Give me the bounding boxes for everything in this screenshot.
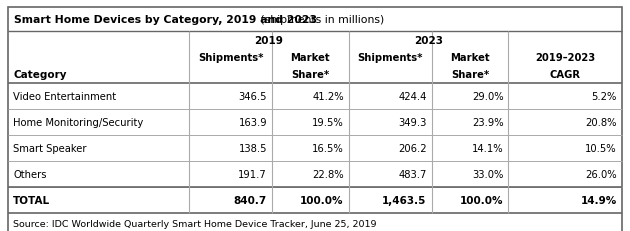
Text: 163.9: 163.9 <box>238 118 267 128</box>
Text: Category: Category <box>13 70 67 80</box>
Text: Source: IDC Worldwide Quarterly Smart Home Device Tracker, June 25, 2019: Source: IDC Worldwide Quarterly Smart Ho… <box>13 219 377 228</box>
Text: Shipments*: Shipments* <box>357 53 423 63</box>
Text: (shipments in millions): (shipments in millions) <box>257 15 384 25</box>
Text: Shipments*: Shipments* <box>198 53 263 63</box>
Text: 346.5: 346.5 <box>239 92 267 102</box>
Text: 100.0%: 100.0% <box>301 195 344 205</box>
Text: 20.8%: 20.8% <box>585 118 617 128</box>
Text: TOTAL: TOTAL <box>13 195 50 205</box>
Text: 424.4: 424.4 <box>398 92 427 102</box>
Text: 33.0%: 33.0% <box>472 169 503 179</box>
Text: Smart Speaker: Smart Speaker <box>13 143 86 153</box>
Text: 840.7: 840.7 <box>234 195 267 205</box>
Text: 29.0%: 29.0% <box>472 92 503 102</box>
Text: 41.2%: 41.2% <box>312 92 344 102</box>
Text: Market: Market <box>290 53 330 63</box>
Text: Video Entertainment: Video Entertainment <box>13 92 116 102</box>
Text: Home Monitoring/Security: Home Monitoring/Security <box>13 118 143 128</box>
Text: 19.5%: 19.5% <box>312 118 344 128</box>
Text: CAGR: CAGR <box>550 70 581 80</box>
Text: 2019: 2019 <box>255 36 284 46</box>
Text: Share*: Share* <box>291 70 329 80</box>
Text: 5.2%: 5.2% <box>592 92 617 102</box>
Text: 2019–2023: 2019–2023 <box>535 53 595 63</box>
Text: 10.5%: 10.5% <box>585 143 617 153</box>
Text: 14.1%: 14.1% <box>472 143 503 153</box>
Text: 191.7: 191.7 <box>238 169 267 179</box>
Text: Market: Market <box>450 53 490 63</box>
Text: 23.9%: 23.9% <box>472 118 503 128</box>
Text: 1,463.5: 1,463.5 <box>382 195 427 205</box>
Text: 483.7: 483.7 <box>398 169 427 179</box>
Text: Smart Home Devices by Category, 2019 and 2023: Smart Home Devices by Category, 2019 and… <box>14 15 317 25</box>
Text: 14.9%: 14.9% <box>581 195 617 205</box>
Text: 349.3: 349.3 <box>398 118 427 128</box>
Text: 206.2: 206.2 <box>398 143 427 153</box>
Text: 138.5: 138.5 <box>239 143 267 153</box>
Text: 2023: 2023 <box>414 36 443 46</box>
Text: 22.8%: 22.8% <box>312 169 344 179</box>
Text: 26.0%: 26.0% <box>585 169 617 179</box>
Text: Others: Others <box>13 169 47 179</box>
Text: 100.0%: 100.0% <box>460 195 503 205</box>
Text: Share*: Share* <box>451 70 489 80</box>
Text: 16.5%: 16.5% <box>312 143 344 153</box>
